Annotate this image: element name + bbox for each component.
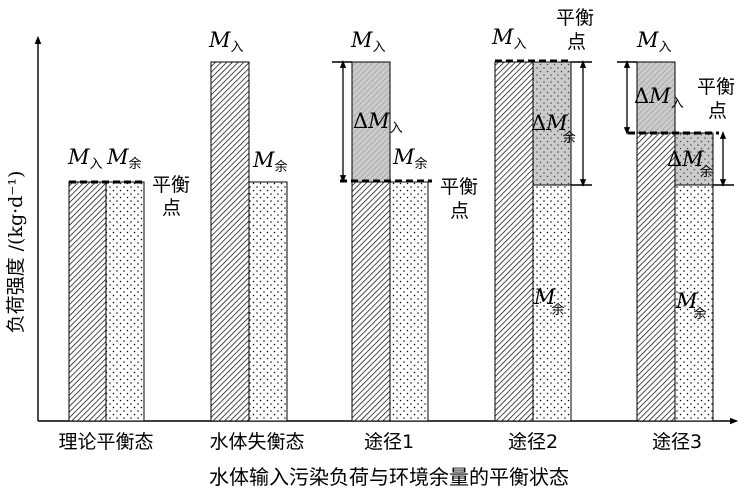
x-axis-label: 水体输入污染负荷与环境余量的平衡状态 bbox=[209, 465, 569, 489]
balance-point-label-2: 点 bbox=[567, 31, 586, 53]
bar-m-in-path3 bbox=[636, 132, 676, 422]
group-imbalance: M入 M余 水体失衡态 bbox=[208, 28, 305, 453]
bar-m-in-path2 bbox=[494, 61, 534, 422]
label-m-rem-theoretical: M余 bbox=[106, 145, 142, 172]
label-delta-m-rem-path2: ΔM 余 bbox=[531, 111, 576, 146]
balance-point-label-1: 平衡 bbox=[152, 174, 190, 196]
label-m-in-path3: M入 bbox=[636, 28, 672, 55]
label-m-in-theoretical: M入 bbox=[67, 145, 103, 172]
balance-point-label-2: 点 bbox=[162, 197, 181, 219]
label-m-rem-imbalance: M余 bbox=[252, 148, 288, 175]
y-axis-label: 负荷强度 /(kg·d⁻¹) bbox=[5, 171, 27, 334]
balance-point-label-1: 平衡 bbox=[697, 76, 735, 98]
bar-m-in-path1 bbox=[351, 181, 391, 422]
bar-m-in-imbalance bbox=[210, 61, 250, 422]
bar-delta-m-in-path3 bbox=[636, 61, 676, 134]
label-m-in-path2: M入 bbox=[491, 25, 527, 52]
bar-m-rem-path1 bbox=[389, 181, 429, 422]
label-delta-m-rem-path3: ΔM 余 bbox=[667, 147, 713, 180]
balance-point-label-2: 点 bbox=[708, 100, 727, 122]
label-m-in-imbalance: M入 bbox=[208, 28, 244, 55]
category-label: 途径1 bbox=[364, 431, 414, 453]
balance-point-label-1: 平衡 bbox=[556, 7, 594, 29]
label-delta-m-in-path3: ΔM入 bbox=[634, 84, 684, 111]
category-label: 理论平衡态 bbox=[58, 431, 153, 453]
bar-delta-m-in-path1 bbox=[351, 61, 391, 183]
label-m-in-path1: M入 bbox=[350, 28, 386, 55]
group-theoretical-balance: M入 M余 平衡 点 理论平衡态 bbox=[58, 145, 190, 453]
label-delta-m-in-path1: ΔM入 bbox=[353, 109, 403, 136]
category-label: 途径2 bbox=[508, 431, 558, 453]
bar-m-in-theoretical bbox=[68, 181, 107, 422]
bar-m-rem-theoretical bbox=[105, 181, 145, 422]
category-label: 途径3 bbox=[652, 431, 702, 453]
bar-m-rem-path3 bbox=[674, 184, 714, 422]
balance-point-label-2: 点 bbox=[450, 200, 469, 222]
balance-point-label-1: 平衡 bbox=[440, 176, 478, 198]
bar-m-rem-path2 bbox=[532, 184, 572, 422]
bar-m-rem-imbalance bbox=[248, 181, 288, 422]
label-m-rem-path1: M余 bbox=[392, 145, 428, 172]
group-path-1: M入 ΔM入 M余 平衡 点 途径1 bbox=[332, 28, 478, 453]
category-label: 水体失衡态 bbox=[209, 431, 304, 453]
